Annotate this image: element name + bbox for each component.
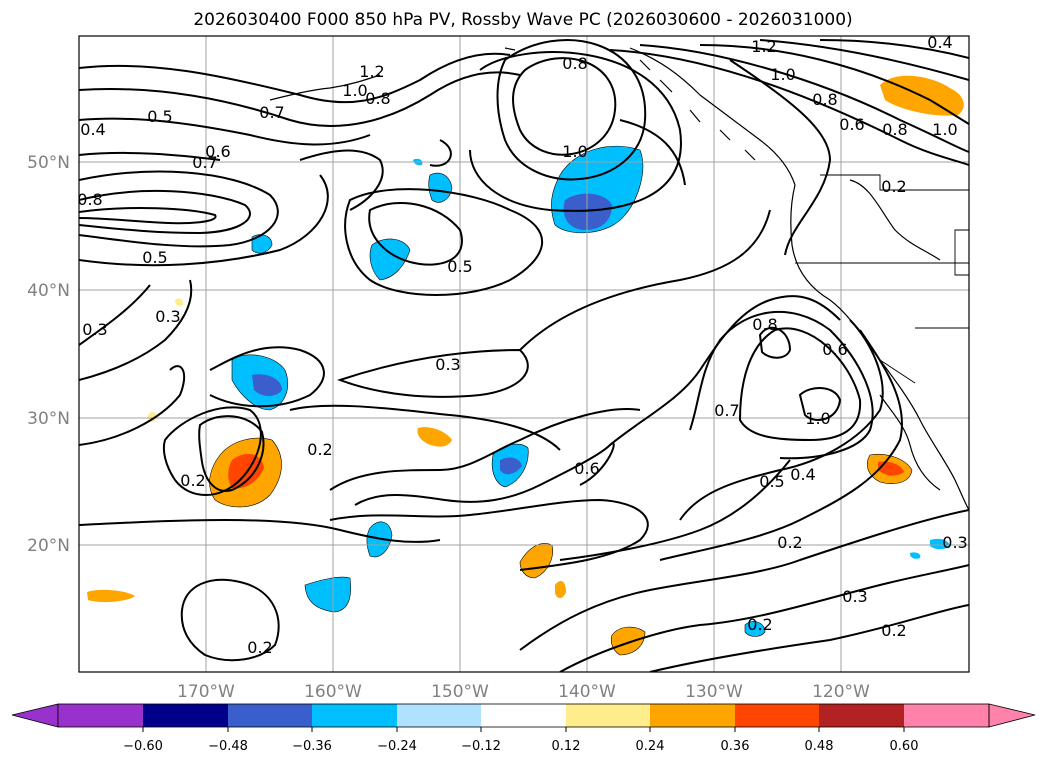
colorbar-tick-label: −0.48	[208, 739, 248, 754]
colorbar-segment	[143, 704, 228, 727]
graticule	[79, 36, 969, 672]
svg-text:0.2: 0.2	[881, 621, 906, 640]
svg-text:0.5: 0.5	[447, 257, 472, 276]
colorbar-segment	[566, 704, 650, 727]
colorbar-tick-label: 0.24	[636, 739, 665, 754]
coastlines	[269, 47, 969, 511]
svg-text:1.0: 1.0	[805, 409, 830, 428]
colorbar-tick-label: −0.36	[292, 739, 332, 754]
svg-text:0.7: 0.7	[714, 401, 739, 420]
colorbar-segment	[481, 704, 566, 727]
svg-text:1.0: 1.0	[562, 142, 587, 161]
lon-label: 140°W	[558, 682, 616, 702]
svg-text:0.6: 0.6	[205, 142, 230, 161]
map-title: 2026030400 F000 850 hPa PV, Rossby Wave …	[193, 10, 852, 30]
lon-label: 170°W	[177, 682, 235, 702]
colorbar-tick-label: 0.12	[552, 739, 581, 754]
lat-label: 40°N	[27, 281, 70, 301]
svg-text:1.2: 1.2	[359, 62, 384, 81]
svg-text:0.8: 0.8	[77, 190, 102, 209]
lon-label: 150°W	[431, 682, 489, 702]
map-frame	[78, 35, 970, 673]
lon-label: 120°W	[812, 682, 870, 702]
colorbar-segment	[904, 704, 989, 727]
svg-text:0.2: 0.2	[307, 440, 332, 459]
colorbar-segment	[58, 704, 143, 727]
lat-label: 20°N	[27, 536, 70, 556]
colorbar-max-extension	[988, 703, 1036, 728]
contour-labels: 1.2 0.4 0.8 1.0 0.8 0.6 0.8 1.0 1.2 0.8 …	[77, 33, 968, 657]
svg-text:0.3: 0.3	[155, 307, 180, 326]
pv-contours	[79, 39, 969, 672]
svg-text:0.2: 0.2	[180, 471, 205, 490]
svg-text:0.6: 0.6	[839, 115, 864, 134]
svg-text:0.4: 0.4	[790, 465, 815, 484]
colorbar-tick-label: 0.60	[890, 739, 919, 754]
svg-text:0.8: 0.8	[365, 89, 390, 108]
svg-text:0.8: 0.8	[812, 90, 837, 109]
colorbar-segment	[650, 704, 735, 727]
svg-text:0.6: 0.6	[822, 340, 847, 359]
svg-text:0.7: 0.7	[192, 153, 217, 172]
svg-text:0.4: 0.4	[80, 120, 105, 139]
svg-text:0.2: 0.2	[881, 177, 906, 196]
svg-text:0.2: 0.2	[777, 533, 802, 552]
colorbar-segment	[397, 704, 481, 727]
svg-text:0.2: 0.2	[747, 615, 772, 634]
colorbar-segment	[228, 704, 312, 727]
longitude-labels: 170°W 160°W 150°W 140°W 130°W 120°W	[177, 682, 870, 702]
svg-text:0.8: 0.8	[882, 120, 907, 139]
svg-text:1.2: 1.2	[751, 37, 776, 56]
colorbar-tick-label: −0.60	[123, 739, 163, 754]
svg-text:1.0: 1.0	[342, 81, 367, 100]
svg-text:0.5: 0.5	[759, 472, 784, 491]
lon-label: 160°W	[304, 682, 362, 702]
svg-text:0.2: 0.2	[247, 638, 272, 657]
colorbar: −0.60 −0.48 −0.36 −0.24 −0.12 0.12 0.24 …	[11, 703, 1036, 754]
svg-text:0.7: 0.7	[259, 103, 284, 122]
svg-text:0.8: 0.8	[752, 315, 777, 334]
svg-text:0.8: 0.8	[562, 54, 587, 73]
svg-text:0.3: 0.3	[435, 355, 460, 374]
colorbar-tick-label: −0.24	[377, 739, 417, 754]
svg-text:0.6: 0.6	[574, 459, 599, 478]
colorbar-segment	[735, 704, 819, 727]
svg-text:0.3: 0.3	[842, 587, 867, 606]
colorbar-ticks	[142, 727, 905, 732]
lon-label: 130°W	[685, 682, 743, 702]
latitude-labels: 50°N 40°N 30°N 20°N	[27, 153, 70, 556]
svg-text:0.5: 0.5	[147, 107, 172, 126]
svg-text:1.0: 1.0	[932, 120, 957, 139]
colorbar-segment	[312, 704, 397, 727]
lat-label: 50°N	[27, 153, 70, 173]
svg-text:0.3: 0.3	[942, 533, 967, 552]
lat-label: 30°N	[27, 409, 70, 429]
colorbar-tick-label: −0.12	[461, 739, 501, 754]
map-panel: 1.2 0.4 0.8 1.0 0.8 0.6 0.8 1.0 1.2 0.8 …	[77, 33, 969, 672]
svg-text:0.3: 0.3	[82, 320, 107, 339]
svg-text:1.0: 1.0	[770, 65, 795, 84]
svg-text:0.4: 0.4	[927, 33, 952, 52]
colorbar-tick-label: 0.48	[805, 739, 834, 754]
colorbar-min-extension	[11, 703, 59, 728]
colorbar-segment	[819, 704, 904, 727]
svg-text:0.5: 0.5	[142, 248, 167, 267]
colorbar-tick-label: 0.36	[721, 739, 750, 754]
